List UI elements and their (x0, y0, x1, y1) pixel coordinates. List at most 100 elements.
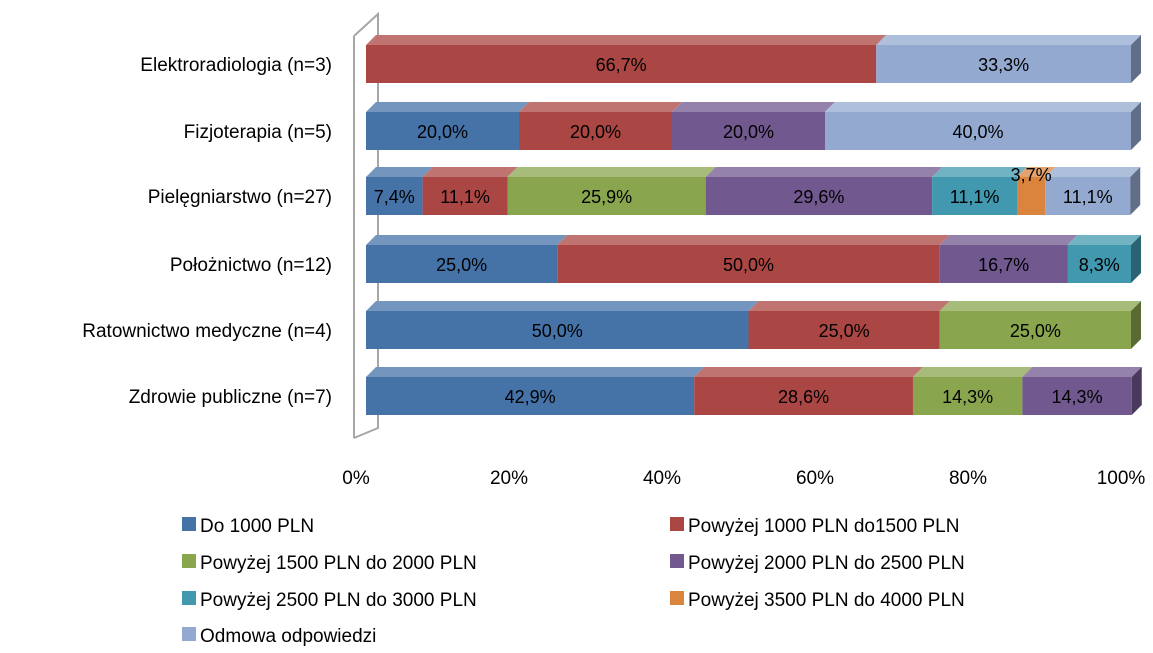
data-label: 7,4% (374, 187, 415, 207)
legend: Do 1000 PLN Powyżej 1000 PLN do1500 PLN Po… (182, 516, 965, 647)
category-label: Fizjoterapia (n=5) (184, 122, 332, 143)
legend-item-powyzej-2500-pln-do-3000-pln: Powyżej 2500 PLN do 3000 PLN (182, 590, 477, 611)
bar-segment (876, 35, 1141, 83)
bar-row-zdrowie-publiczne-n-7: 42,9% 28,6% 14,3% 14,3% (366, 367, 1142, 415)
legend-swatch (182, 517, 196, 531)
x-tick-label: 60% (796, 468, 834, 489)
bar-segment (1022, 367, 1142, 415)
bar-top-face (932, 167, 1028, 177)
bar-top-face (366, 102, 529, 112)
legend-item-powyzej-2000-pln-do-2500-pln: Powyżej 2000 PLN do 2500 PLN (670, 553, 965, 574)
data-label: 8,3% (1079, 255, 1120, 275)
bar-top-face (1022, 367, 1142, 377)
bar-top-face (366, 367, 705, 377)
bar-row-elektroradiologia-n-3: 66,7% 33,3% (366, 35, 1141, 83)
bar-segment (672, 102, 835, 150)
x-axis-ticks: 0% 20% 40% 60% 80% 100% (342, 468, 1145, 489)
bar-row-fizjoterapia-n-5: 20,0% 20,0% 20,0% 40,0% (366, 102, 1141, 150)
legend-swatch (670, 554, 684, 568)
x-tick-label: 0% (342, 468, 370, 489)
chart-wall (353, 11, 379, 439)
bar-row-ratownictwo-medyczne-n-4: 50,0% 25,0% 25,0% (366, 301, 1141, 349)
bar-front-face (557, 245, 940, 283)
data-label: 11,1% (1063, 187, 1113, 207)
bar-front-face (825, 112, 1131, 150)
data-label: 66,7% (596, 55, 647, 75)
bar-top-face (912, 367, 1033, 377)
bar-top-face (1017, 167, 1056, 177)
category-label: Pielęgniarstwo (n=27) (148, 187, 332, 208)
category-label: Ratownictwo medyczne (n=4) (82, 321, 332, 342)
legend-swatch (182, 627, 196, 641)
bar-side-face (1131, 367, 1142, 415)
category-labels: Elektroradiologia (n=3) Fizjoterapia (n=5… (82, 55, 332, 408)
bar-top-face (557, 235, 950, 245)
bar-top-face (825, 102, 1141, 112)
bar-front-face (876, 45, 1131, 83)
data-label: 11,1% (950, 187, 1000, 207)
legend-item-odmowa-odpowiedzi: Odmowa odpowiedzi (182, 626, 376, 647)
bar-top-face (366, 235, 568, 245)
legend-label: Powyżej 2000 PLN do 2500 PLN (688, 553, 965, 574)
bar-row-pielegniarstwo-n-27: 7,4% 11,1% 25,9% 29,6% 11,1% 3,7% 11,1% (366, 165, 1141, 215)
bar-side-face (1131, 35, 1141, 83)
legend-label: Odmowa odpowiedzi (200, 626, 376, 647)
bar-segment (705, 167, 943, 215)
bar-front-face (1022, 377, 1132, 415)
bar-top-face (366, 301, 759, 311)
data-label: 20,0% (417, 122, 468, 142)
legend-label: Powyżej 1000 PLN do1500 PLN (688, 516, 959, 537)
bar-segment (1067, 235, 1141, 283)
data-label: 42,9% (505, 387, 556, 407)
data-label: 14,3% (942, 387, 993, 407)
legend-item-powyzej-3500-pln-do-4000-pln: Powyżej 3500 PLN do 4000 PLN (670, 590, 965, 611)
bar-front-face (694, 377, 913, 415)
legend-label: Powyżej 1500 PLN do 2000 PLN (200, 553, 477, 574)
bar-front-face (939, 311, 1131, 349)
bar-side-face (1131, 102, 1141, 150)
bar-front-face (912, 377, 1023, 415)
bar-segment (825, 102, 1141, 150)
data-label: 33,3% (978, 55, 1029, 75)
legend-label: Powyżej 2500 PLN do 3000 PLN (200, 590, 477, 611)
bar-front-face (748, 311, 940, 349)
data-label: 25,0% (436, 255, 487, 275)
bar-top-face (1045, 167, 1141, 177)
bar-front-face (1067, 245, 1131, 283)
bar-front-face (366, 177, 423, 215)
bar-row-po-oznictwo-n-12: 25,0% 50,0% 16,7% 8,3% (366, 235, 1141, 283)
bar-front-face (519, 112, 672, 150)
bar-segment (1045, 167, 1141, 215)
bar-segment (1017, 167, 1056, 215)
data-label: 11,1% (440, 187, 490, 207)
data-label: 25,0% (819, 321, 870, 341)
legend-swatch (182, 591, 196, 605)
data-label: 14,3% (1052, 387, 1103, 407)
bar-segment (507, 167, 716, 215)
bar-segment (694, 367, 923, 415)
bar-segment (366, 35, 887, 83)
bar-top-face (366, 35, 887, 45)
x-tick-label: 40% (643, 468, 681, 489)
bar-top-face (705, 167, 943, 177)
category-label: Zdrowie publiczne (n=7) (129, 387, 332, 408)
data-label: 25,0% (1010, 321, 1061, 341)
bar-top-face (519, 102, 682, 112)
legend-swatch (182, 554, 196, 568)
bar-front-face (705, 177, 933, 215)
legend-label: Powyżej 3500 PLN do 4000 PLN (688, 590, 965, 611)
data-label: 50,0% (723, 255, 774, 275)
bar-segment (366, 167, 433, 215)
legend-swatch (670, 517, 684, 531)
bar-side-face (1131, 235, 1141, 283)
bar-front-face (939, 245, 1068, 283)
bar-segment (557, 235, 950, 283)
bar-front-face (932, 177, 1018, 215)
bar-segment (366, 301, 759, 349)
bar-segment (366, 235, 568, 283)
bar-top-face (939, 235, 1078, 245)
bar-front-face (366, 377, 695, 415)
x-tick-label: 80% (949, 468, 987, 489)
data-label: 25,9% (581, 187, 632, 207)
